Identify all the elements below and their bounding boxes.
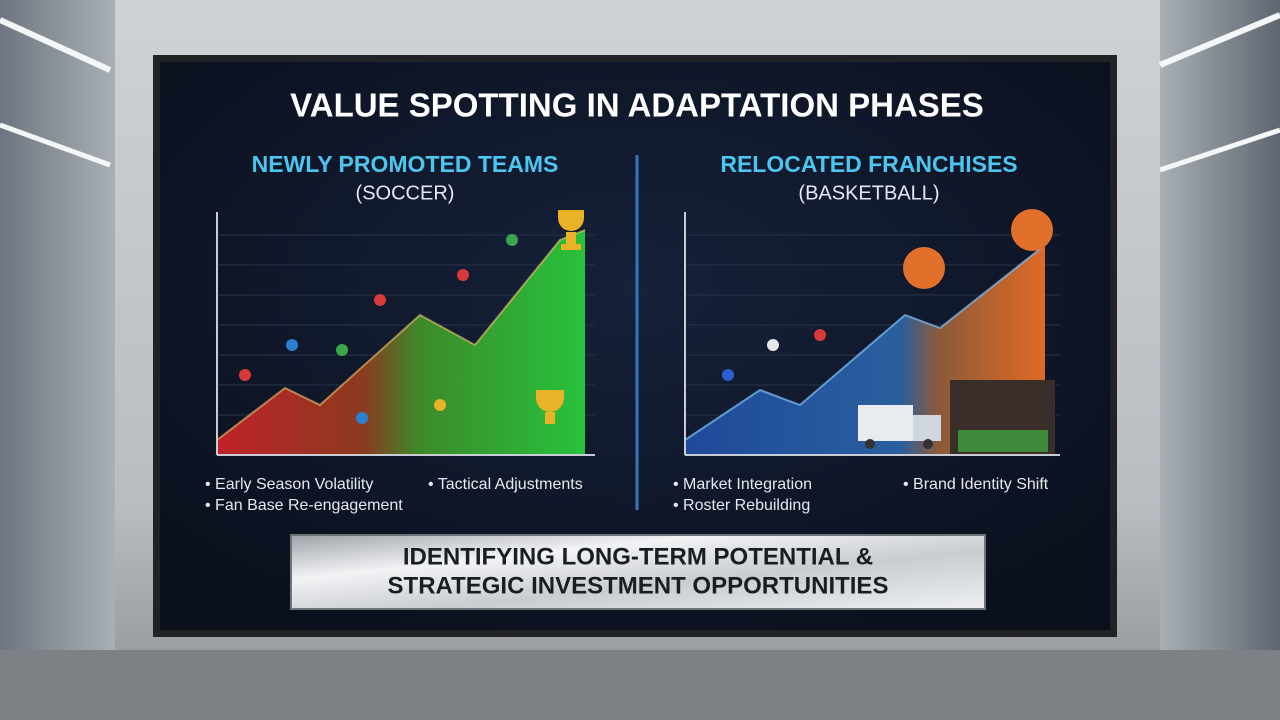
panel-heading: RELOCATED FRANCHISES	[720, 151, 1017, 177]
title: VALUE SPOTTING IN ADAPTATION PHASES	[290, 87, 984, 124]
ceiling-light	[1159, 127, 1280, 173]
soccer-graphic	[216, 210, 595, 456]
banner	[290, 534, 986, 610]
floor	[0, 650, 1280, 720]
bullet: • Roster Rebuilding	[673, 497, 810, 514]
bullet: • Fan Base Re-engagement	[205, 497, 403, 514]
panel-subheading: (BASKETBALL)	[798, 182, 939, 204]
bullet: • Early Season Volatility	[205, 476, 373, 493]
panel-subheading: (SOCCER)	[356, 182, 455, 204]
right-wall	[1160, 0, 1280, 720]
bullet-text: Market Integration	[683, 476, 812, 493]
ceiling-light	[1158, 12, 1280, 68]
bullet: • Tactical Adjustments	[428, 476, 583, 493]
basketball-graphic	[684, 209, 1060, 456]
banner-line: STRATEGIC INVESTMENT OPPORTUNITIES	[388, 572, 889, 599]
bullet-text: Tactical Adjustments	[438, 476, 583, 493]
bullet-text: Brand Identity Shift	[913, 476, 1049, 493]
bullet-text: Early Season Volatility	[215, 476, 373, 493]
bullet: • Market Integration	[673, 476, 812, 493]
panel-heading: NEWLY PROMOTED TEAMS	[252, 151, 559, 177]
ceiling-light	[0, 122, 111, 168]
left-wall	[0, 0, 115, 720]
bullet-text: Roster Rebuilding	[683, 497, 810, 514]
bullet: • Brand Identity Shift	[903, 476, 1049, 493]
bullet-text: Fan Base Re-engagement	[215, 497, 403, 514]
ceiling-light	[0, 17, 112, 73]
banner-line: IDENTIFYING LONG-TERM POTENTIAL &	[403, 543, 873, 570]
